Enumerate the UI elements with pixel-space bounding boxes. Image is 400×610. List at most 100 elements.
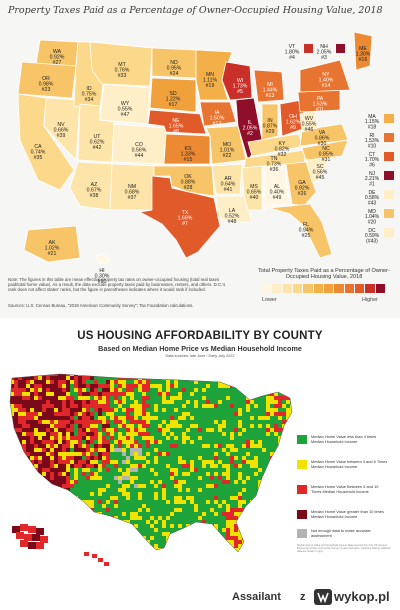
county bbox=[218, 376, 223, 381]
county bbox=[118, 412, 123, 417]
county bbox=[90, 492, 95, 497]
county bbox=[238, 536, 243, 541]
county bbox=[254, 376, 259, 381]
county bbox=[110, 532, 115, 537]
county bbox=[38, 392, 43, 397]
county bbox=[54, 552, 58, 556]
county bbox=[158, 504, 163, 509]
county bbox=[266, 492, 271, 497]
county bbox=[202, 376, 207, 381]
county bbox=[282, 436, 287, 441]
county bbox=[198, 524, 203, 529]
county bbox=[182, 444, 187, 449]
county bbox=[222, 376, 227, 381]
county bbox=[46, 444, 51, 449]
county bbox=[42, 476, 47, 481]
county bbox=[290, 452, 292, 457]
county bbox=[210, 374, 215, 377]
county bbox=[174, 536, 179, 541]
county bbox=[122, 456, 127, 461]
county bbox=[166, 444, 171, 449]
county bbox=[166, 532, 171, 537]
county bbox=[86, 524, 91, 529]
county bbox=[190, 500, 195, 505]
county bbox=[146, 476, 151, 481]
county bbox=[226, 504, 231, 509]
county bbox=[58, 552, 62, 556]
county bbox=[38, 408, 43, 413]
county bbox=[218, 468, 223, 473]
county bbox=[34, 408, 39, 413]
county bbox=[262, 504, 267, 509]
county bbox=[46, 512, 51, 517]
county bbox=[38, 524, 43, 529]
county bbox=[142, 492, 147, 497]
county bbox=[258, 468, 263, 473]
county bbox=[50, 388, 55, 393]
county bbox=[166, 374, 171, 377]
county bbox=[46, 528, 51, 533]
county bbox=[274, 504, 279, 509]
county bbox=[62, 396, 67, 401]
county bbox=[22, 464, 27, 469]
county bbox=[18, 492, 23, 497]
county bbox=[138, 388, 143, 393]
county bbox=[58, 432, 63, 437]
county bbox=[210, 468, 215, 473]
county bbox=[142, 540, 147, 545]
county bbox=[250, 536, 255, 541]
county bbox=[130, 512, 135, 517]
county bbox=[222, 508, 227, 513]
state-la bbox=[215, 195, 253, 223]
county bbox=[202, 404, 207, 409]
county bbox=[270, 388, 275, 393]
county bbox=[262, 500, 267, 505]
county bbox=[74, 400, 79, 405]
county bbox=[78, 520, 83, 525]
county bbox=[294, 416, 298, 420]
county bbox=[18, 508, 23, 513]
county bbox=[194, 476, 199, 481]
county bbox=[46, 456, 51, 461]
county bbox=[10, 396, 11, 401]
county bbox=[74, 492, 79, 497]
county bbox=[82, 432, 87, 437]
county bbox=[218, 548, 223, 552]
county bbox=[10, 480, 15, 485]
county bbox=[222, 500, 227, 505]
county bbox=[78, 388, 83, 393]
county bbox=[206, 528, 211, 533]
county bbox=[34, 400, 39, 405]
county bbox=[270, 428, 275, 433]
county bbox=[14, 374, 19, 377]
county bbox=[166, 416, 171, 421]
county bbox=[186, 496, 191, 501]
county bbox=[58, 424, 63, 429]
county bbox=[266, 496, 271, 501]
county bbox=[166, 512, 171, 517]
county bbox=[170, 452, 175, 457]
watermark-footer bbox=[0, 584, 400, 610]
site-name[interactable]: wykop.pl bbox=[334, 589, 390, 604]
county bbox=[274, 460, 279, 465]
county bbox=[278, 516, 283, 521]
county bbox=[106, 536, 111, 541]
county bbox=[90, 424, 95, 429]
alaska-county bbox=[28, 526, 36, 533]
county bbox=[214, 456, 219, 461]
county bbox=[186, 456, 191, 461]
county bbox=[242, 480, 247, 485]
county bbox=[238, 480, 243, 485]
county bbox=[290, 488, 292, 493]
county bbox=[62, 504, 67, 509]
county bbox=[262, 460, 267, 465]
county bbox=[262, 516, 267, 521]
county bbox=[58, 508, 63, 513]
county bbox=[114, 444, 119, 449]
county bbox=[82, 448, 87, 453]
county bbox=[106, 412, 111, 417]
county bbox=[90, 380, 95, 385]
county bbox=[110, 404, 115, 409]
county bbox=[98, 452, 103, 457]
county bbox=[242, 468, 247, 473]
